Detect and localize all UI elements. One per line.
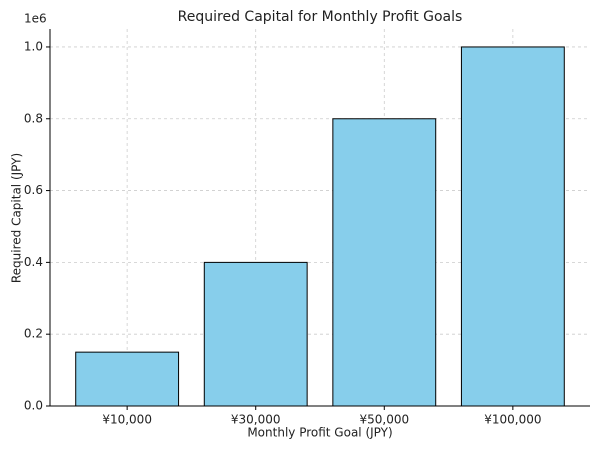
y-axis-label: Required Capital (JPY) [10, 153, 24, 283]
y-tick-label: 0.8 [24, 111, 43, 125]
x-tick-label: ¥100,000 [484, 413, 541, 427]
x-axis-label: Monthly Profit Goal (JPY) [247, 426, 392, 440]
y-offset-label: 1e6 [24, 12, 47, 26]
bar [203, 261, 308, 407]
x-tick-label: ¥30,000 [231, 413, 281, 427]
y-tick-label: 0.4 [24, 255, 43, 269]
x-tick-label: ¥10,000 [102, 413, 152, 427]
chart-title: Required Capital for Monthly Profit Goal… [178, 9, 463, 25]
y-tick-label: 0.0 [24, 399, 43, 413]
bar [460, 46, 565, 407]
x-tick-label: ¥50,000 [359, 413, 409, 427]
y-tick-label: 0.2 [24, 327, 43, 341]
y-tick-label: 0.6 [24, 183, 43, 197]
bar [75, 351, 180, 407]
y-tick-label: 1.0 [24, 39, 43, 53]
bar [332, 118, 437, 407]
